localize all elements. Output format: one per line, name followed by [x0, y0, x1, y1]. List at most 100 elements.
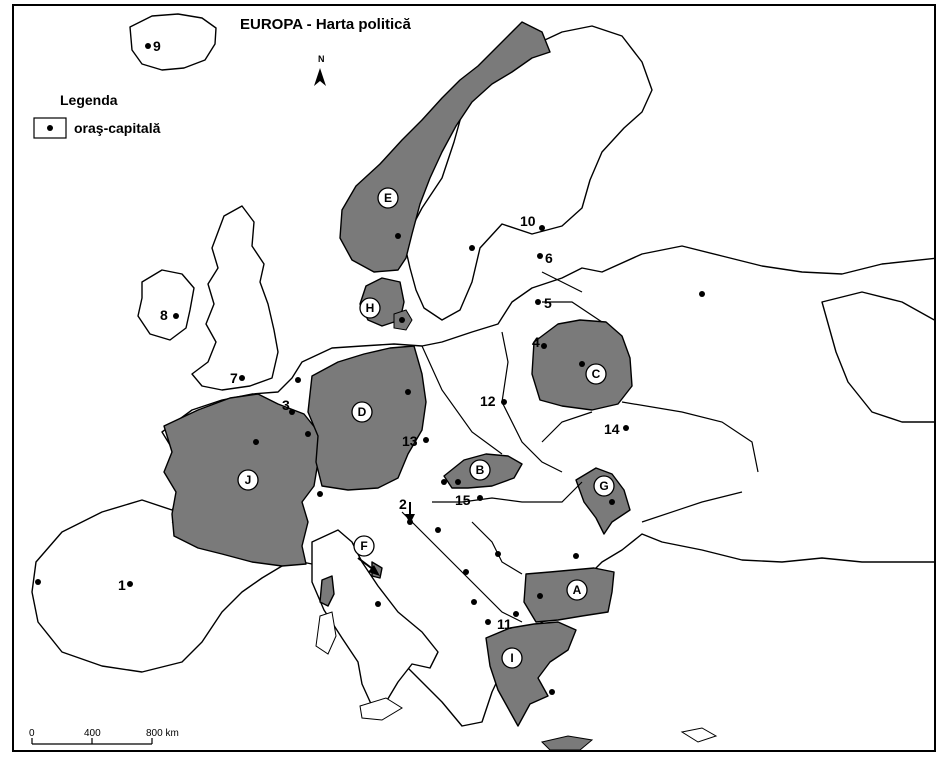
- capital-dot: [295, 377, 301, 383]
- capital-dot: [423, 437, 429, 443]
- capital-dot: [501, 399, 507, 405]
- label-11: 11: [497, 616, 512, 632]
- capital-dot: [405, 389, 411, 395]
- landmass: [31, 13, 934, 750]
- svg-text:F: F: [360, 539, 367, 553]
- capital-dot: [127, 581, 133, 587]
- capital-dot: [623, 425, 629, 431]
- greece-region-i: [485, 621, 577, 727]
- label-4: 4: [532, 334, 540, 350]
- iceland-shape: [129, 13, 217, 71]
- capital-dot: [537, 593, 543, 599]
- north-arrow-icon: [314, 68, 326, 86]
- north-arrow: N: [314, 54, 326, 86]
- label-13: 13: [402, 433, 418, 449]
- capital-dot: [535, 299, 541, 305]
- sicily-island: [359, 697, 403, 721]
- label-3: 3: [282, 397, 290, 413]
- capital-dot: [289, 409, 295, 415]
- capital-dot: [609, 499, 615, 505]
- capital-dot: [145, 43, 151, 49]
- label-8: 8: [160, 307, 168, 323]
- svg-text:E: E: [384, 191, 392, 205]
- scale-tick-800: 800 km: [146, 728, 179, 739]
- capital-dot: [573, 553, 579, 559]
- label-6: 6: [545, 250, 553, 266]
- scale-bar: 0 400 800 km: [29, 728, 179, 745]
- great-britain-shape: [191, 205, 279, 391]
- label-1: 1: [118, 577, 126, 593]
- corsica-island: [319, 575, 335, 607]
- label-a: A: [566, 579, 588, 601]
- legend-title: Legenda: [60, 92, 118, 108]
- capital-dot: [317, 491, 323, 497]
- capital-dot: [469, 245, 475, 251]
- label-e: E: [377, 187, 399, 209]
- label-f: F: [353, 535, 375, 557]
- capital-dot: [537, 253, 543, 259]
- svg-text:C: C: [592, 367, 601, 381]
- capital-dot: [463, 569, 469, 575]
- svg-text:B: B: [476, 463, 485, 477]
- legend-capital-dot: [47, 125, 53, 131]
- legend: Legenda oraş-capitală: [33, 92, 161, 139]
- svg-text:I: I: [510, 651, 513, 665]
- svg-text:J: J: [245, 473, 252, 487]
- svg-text:G: G: [599, 479, 608, 493]
- capital-dot: [495, 551, 501, 557]
- svg-text:D: D: [358, 405, 367, 419]
- capital-dot: [375, 601, 381, 607]
- capital-dot: [305, 431, 311, 437]
- cyprus-island: [680, 727, 718, 743]
- label-c: C: [585, 363, 607, 385]
- label-15: 15: [455, 492, 471, 508]
- label-j: J: [237, 469, 259, 491]
- label-h: H: [359, 297, 381, 319]
- svg-text:A: A: [573, 583, 582, 597]
- capital-dot: [399, 317, 405, 323]
- capital-dot: [253, 439, 259, 445]
- label-9: 9: [153, 38, 161, 54]
- letter-labels: A B C D E F G H I J: [237, 187, 615, 669]
- capital-dot: [441, 479, 447, 485]
- capital-dot: [539, 225, 545, 231]
- capital-dot: [541, 343, 547, 349]
- capital-dot: [477, 495, 483, 501]
- number-labels: 1 2 3 4 5 6 7 8 9 10 11 12 13 14 15: [118, 38, 620, 632]
- label-7: 7: [230, 370, 238, 386]
- map-title: EUROPA - Harta politică: [240, 16, 412, 33]
- label-i: I: [501, 647, 523, 669]
- europe-political-map: 1 2 3 4 5 6 7 8 9 10 11 12 13 14 15 A B …: [12, 4, 936, 752]
- north-label: N: [318, 54, 325, 64]
- capital-dot: [173, 313, 179, 319]
- label-12: 12: [480, 393, 496, 409]
- svg-text:H: H: [366, 301, 375, 315]
- capital-dot: [471, 599, 477, 605]
- moldova-region-g: [575, 467, 631, 535]
- scale-tick-0: 0: [29, 728, 35, 739]
- capital-dot: [455, 479, 461, 485]
- norway-region-e: [339, 21, 551, 273]
- pointer-arrows: [357, 502, 415, 576]
- label-5: 5: [544, 295, 552, 311]
- capital-dot: [549, 689, 555, 695]
- capital-dot: [485, 619, 491, 625]
- label-14: 14: [604, 421, 620, 437]
- capital-dot: [35, 579, 41, 585]
- capital-dot: [699, 291, 705, 297]
- east-land-shape: [821, 291, 934, 423]
- capital-dots: [35, 43, 705, 695]
- legend-capital-label: oraş-capitală: [74, 120, 161, 136]
- label-d: D: [351, 401, 373, 423]
- label-2: 2: [399, 496, 407, 512]
- sardinia-island: [315, 611, 337, 655]
- scale-tick-400: 400: [84, 728, 101, 739]
- label-g: G: [593, 475, 615, 497]
- capital-dot: [579, 361, 585, 367]
- label-10: 10: [520, 213, 536, 229]
- ireland-shape: [137, 269, 195, 341]
- capital-dot: [435, 527, 441, 533]
- crete-island: [541, 735, 594, 750]
- capital-dot: [513, 611, 519, 617]
- label-b: B: [469, 459, 491, 481]
